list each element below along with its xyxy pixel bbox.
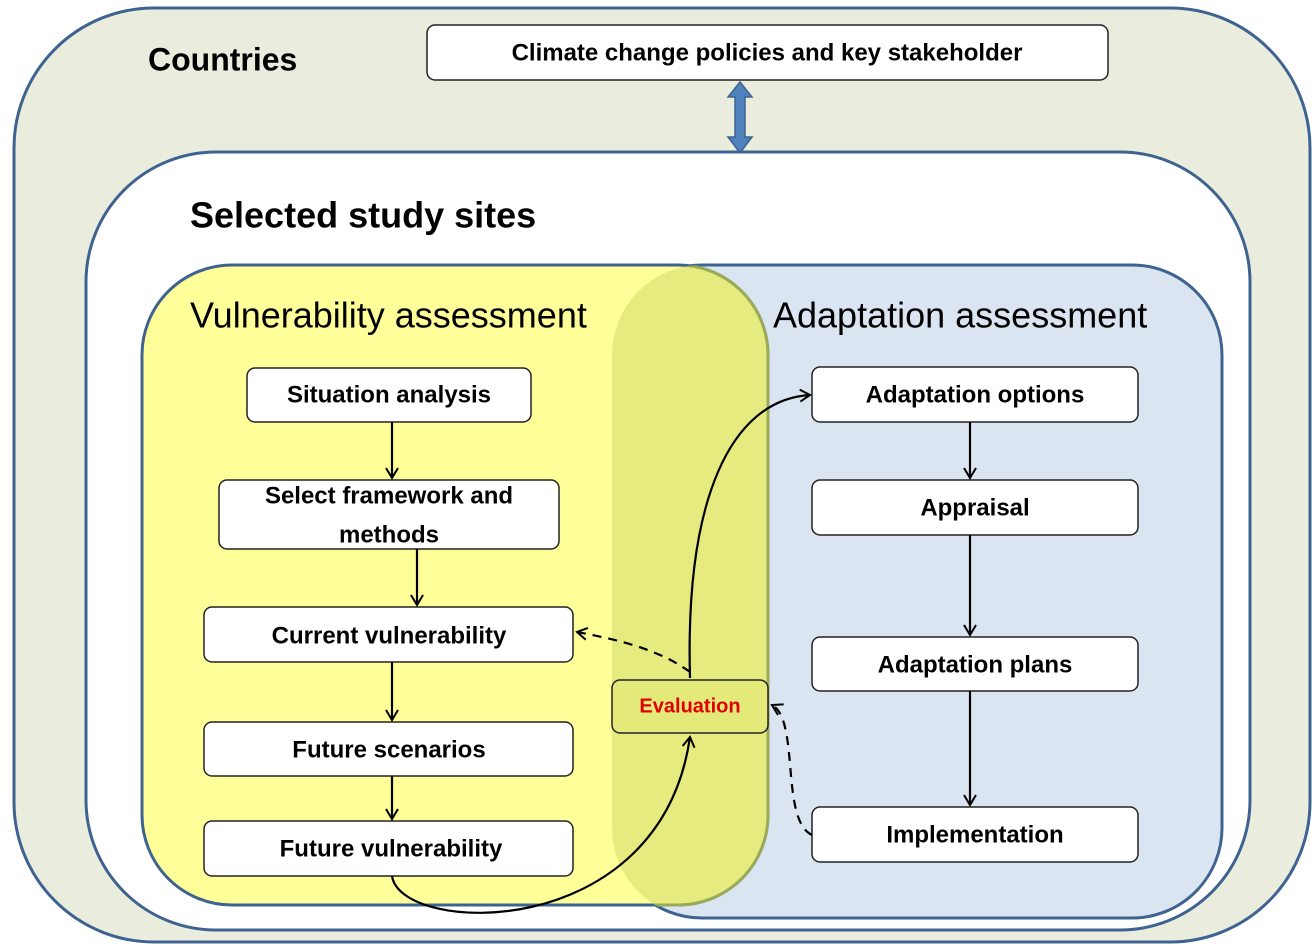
- step-label: Select framework and: [265, 482, 513, 509]
- step-label: Future scenarios: [292, 736, 485, 763]
- step-box: [246, 367, 532, 423]
- dashed-arrow: [770, 703, 813, 836]
- vulnerability-title: Vulnerability assessment: [190, 295, 587, 336]
- arrow: [688, 388, 812, 679]
- step-label: Situation analysis: [287, 381, 491, 408]
- step-label: Future vulnerability: [280, 835, 503, 862]
- evaluation-box: [611, 679, 769, 734]
- policy-box: [426, 24, 1109, 81]
- step-label: Adaptation options: [866, 381, 1085, 408]
- step-box: [811, 479, 1139, 536]
- step-box: [203, 820, 574, 877]
- overlap-area: [612, 265, 770, 907]
- evaluation-label: Evaluation: [639, 695, 740, 717]
- step-box: [203, 606, 574, 663]
- countries-label: Countries: [148, 41, 297, 77]
- step-label: Implementation: [886, 821, 1063, 848]
- step-box: [811, 636, 1139, 692]
- arrow: [390, 735, 696, 914]
- step-box: [203, 721, 574, 777]
- step-box: [811, 366, 1139, 423]
- sites-label: Selected study sites: [190, 195, 536, 236]
- arrows: [385, 388, 977, 914]
- step-label: Adaptation plans: [878, 651, 1073, 678]
- step-label: methods: [339, 521, 439, 548]
- adaptation-title: Adaptation assessment: [773, 295, 1147, 336]
- step-box: [218, 479, 560, 550]
- step-label: Appraisal: [920, 494, 1029, 521]
- policy-label: Climate change policies and key stakehol…: [512, 39, 1023, 66]
- step-label: Current vulnerability: [272, 622, 507, 649]
